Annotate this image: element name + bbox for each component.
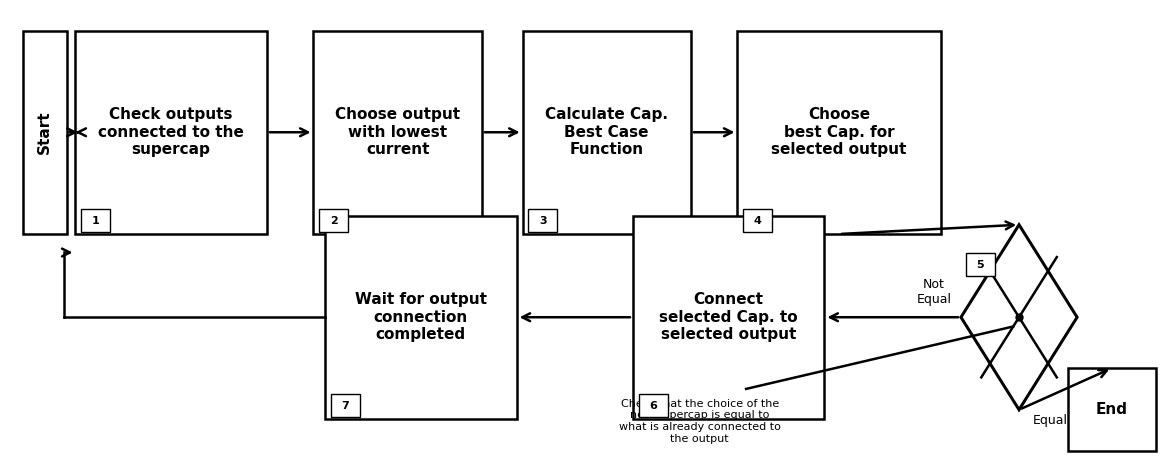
Text: 4: 4 xyxy=(754,216,762,226)
Text: 5: 5 xyxy=(977,260,984,270)
FancyBboxPatch shape xyxy=(76,30,267,234)
Text: Equal: Equal xyxy=(1033,414,1068,427)
FancyBboxPatch shape xyxy=(314,30,482,234)
FancyBboxPatch shape xyxy=(965,254,994,276)
Text: 1: 1 xyxy=(92,216,99,226)
Text: Check outputs
connected to the
supercap: Check outputs connected to the supercap xyxy=(98,107,244,157)
FancyBboxPatch shape xyxy=(331,395,359,417)
Text: Start: Start xyxy=(37,110,53,154)
FancyBboxPatch shape xyxy=(320,210,348,232)
FancyBboxPatch shape xyxy=(82,210,110,232)
Text: 7: 7 xyxy=(342,401,349,410)
FancyBboxPatch shape xyxy=(743,210,773,232)
FancyBboxPatch shape xyxy=(638,395,668,417)
Text: Check that the choice of the
new supercap is equal to
what is already connected : Check that the choice of the new superca… xyxy=(619,399,781,444)
FancyBboxPatch shape xyxy=(633,215,825,419)
Text: Connect
selected Cap. to
selected output: Connect selected Cap. to selected output xyxy=(659,292,798,342)
FancyBboxPatch shape xyxy=(529,210,558,232)
Text: Choose output
with lowest
current: Choose output with lowest current xyxy=(335,107,460,157)
FancyBboxPatch shape xyxy=(326,215,517,419)
Text: 2: 2 xyxy=(330,216,337,226)
Text: End: End xyxy=(1096,402,1128,417)
Text: Calculate Cap.
Best Case
Function: Calculate Cap. Best Case Function xyxy=(545,107,669,157)
Text: Not
Equal: Not Equal xyxy=(916,278,951,306)
Text: 3: 3 xyxy=(539,216,546,226)
Text: Wait for output
connection
completed: Wait for output connection completed xyxy=(355,292,487,342)
FancyBboxPatch shape xyxy=(1069,368,1155,451)
FancyBboxPatch shape xyxy=(22,30,67,234)
FancyBboxPatch shape xyxy=(738,30,941,234)
Text: 6: 6 xyxy=(649,401,657,410)
Polygon shape xyxy=(960,225,1077,410)
Text: Choose
best Cap. for
selected output: Choose best Cap. for selected output xyxy=(771,107,907,157)
FancyBboxPatch shape xyxy=(523,30,691,234)
